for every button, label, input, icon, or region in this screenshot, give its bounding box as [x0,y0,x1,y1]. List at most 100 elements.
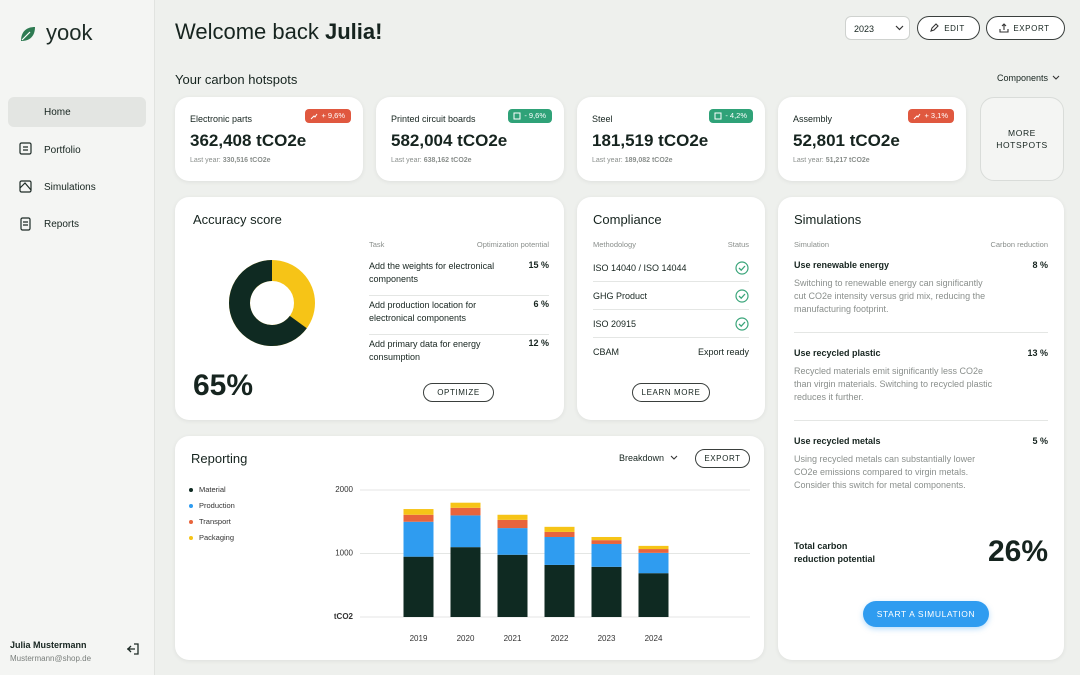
nav-item[interactable]: Reports [8,209,146,239]
optimize-button[interactable]: OPTIMIZE [423,383,494,402]
simulation-title: Use recycled metals [794,436,881,446]
legend-label: Packaging [199,533,234,542]
hotspot-value: 181,519 tCO2e [592,131,709,150]
reporting-card: 1000 2000 tCO2 Material Production Transport P… [175,436,764,660]
greeting: Welcome back [175,19,319,44]
hotspot-card[interactable]: Electronic parts + 9,6% 362,408 tCO2e Last … [175,97,363,181]
task: Add the weights for electronical compone… [369,261,495,284]
y-tick-label: 1000 [335,549,353,558]
check-icon [735,261,749,275]
breakdown-filter[interactable]: Breakdown [619,453,678,463]
more-hotspots[interactable]: MORE HOTSPOTS [980,97,1064,181]
user-first-name: Julia! [325,19,383,44]
column-header: Optimization potential [476,240,549,249]
methodology: ISO 14040 / ISO 14044 [593,263,687,273]
last-year-value: 51,217 tCO2e [825,157,870,164]
bar-segment [403,521,434,557]
simulation-description: Switching to renewable energy can signif… [794,278,986,314]
last-year-value: 638,162 tCO2e [423,157,472,164]
card-title: Compliance [593,212,662,227]
last-year-label: Last year: [190,157,221,164]
trend-glyph [914,113,921,120]
change-badge: - 4,2% [709,109,753,123]
task: Add production location for electronical… [369,300,477,323]
hotspot-card[interactable]: Assembly + 3,1% 52,801 tCO2e Last year: 51,… [778,97,966,181]
last-year: Last year: 51,217 tCO2e [793,157,870,164]
check-ring [735,289,749,303]
trend-glyph [311,113,318,120]
trend-glyph [714,112,722,120]
bar-segment [450,515,481,548]
x-tick-label: 2021 [504,634,522,643]
filter-label: Breakdown [619,453,665,463]
task-row: Add the weights for electronical compone… [369,257,549,296]
simulation-description: Using recycled metals can substantially … [794,454,976,490]
simulation-value: 13 % [1027,348,1048,358]
edit-button[interactable]: EDIT [917,16,980,40]
hotspot-filter[interactable]: Components [997,73,1060,83]
legend-label: Material [199,485,226,494]
separator [794,332,1048,333]
x-tick-label: 2024 [645,634,663,643]
y-tick-label: 2000 [335,485,353,494]
chevron [670,455,678,460]
bar-segment [497,528,528,555]
year-select[interactable]: 2023 [845,16,910,40]
nav-item[interactable]: Portfolio [8,135,146,165]
donut-segment [229,260,307,346]
nav-label: Home [44,107,71,118]
last-year-label: Last year: [793,157,824,164]
total-label: Total carbon reduction potential [794,541,875,564]
potential: 15 % [528,260,549,270]
bar-segment [497,554,528,617]
bar-segment [450,547,481,617]
hotspot-value: 582,004 tCO2e [391,131,508,150]
bar-segment [544,526,575,532]
bar-segment [544,531,575,537]
legend-label: Production [199,501,235,510]
bar-segment [638,552,669,574]
simulation-value: 5 % [1032,436,1048,446]
compliance-row: CBAM Export ready [593,338,749,366]
check-icon [735,289,749,303]
learn-more-button[interactable]: LEARN MORE [632,383,710,402]
check-mark [738,321,746,328]
export-button[interactable]: EXPORT [986,16,1065,40]
x-tick-label: 2022 [551,634,569,643]
simulation-button[interactable]: START A SIMULATION [863,601,989,627]
last-year: Last year: 330,516 tCO2e [190,157,271,164]
logout-icon[interactable] [126,642,140,656]
card-title: Reporting [191,451,248,466]
compliance-row: GHG Product [593,282,749,310]
simulation-value: 8 % [1032,260,1048,270]
legend-dot [189,504,193,508]
trend-icon [311,113,318,120]
nav-item[interactable]: Home [8,97,146,127]
button-icons [930,23,1009,33]
check-icon [735,317,749,331]
more-label: MORE HOTSPOTS [996,128,1048,150]
bar-segment [544,564,575,617]
trend-icon [914,113,921,120]
status: Export ready [697,347,749,357]
hotspot-card[interactable]: Steel - 4,2% 181,519 tCO2e Last year: 189,0… [577,97,765,181]
filter-label: Components [996,73,1048,83]
legend-dot [189,520,193,524]
hotspot-card[interactable]: Printed circuit boards - 9,6% 582,004 tCO2… [376,97,564,181]
trend-glyph [513,112,521,120]
column-header: Simulation [794,240,830,249]
export-button[interactable]: EXPORT [695,449,750,468]
methodology: CBAM [593,347,620,357]
check-ring [735,317,749,331]
task: Add primary data for energy consumption [369,339,481,362]
hotspot-value: 362,408 tCO2e [190,131,307,150]
compliance-card: Compliance Methodology Status LEARN MORE… [577,197,765,420]
nav-item[interactable]: Simulations [8,172,146,202]
simulation-description: Recycled materials emit significantly le… [794,366,993,402]
methodology: ISO 20915 [593,319,637,329]
column-header: Methodology [593,240,636,249]
accuracy-value: 65% [193,369,254,402]
bar-segment [591,566,622,617]
x-tick-label: 2019 [410,634,428,643]
